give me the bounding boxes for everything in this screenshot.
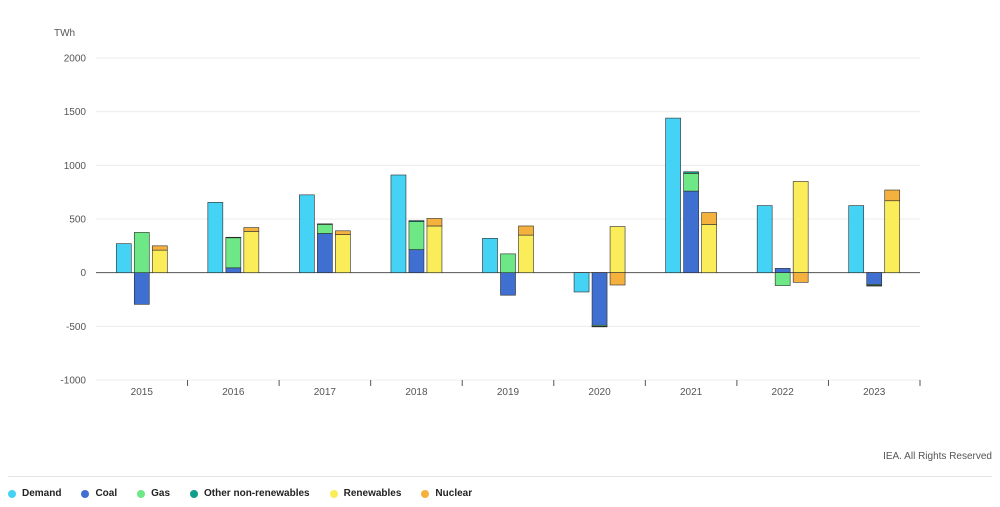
legend-swatch-other-non-renewables xyxy=(190,489,199,498)
y-tick-label: 500 xyxy=(69,215,86,226)
bar-demand-2016 xyxy=(207,202,224,273)
x-tick-label-2020: 2020 xyxy=(588,387,611,398)
bar-other-non-renewables-2018 xyxy=(408,220,425,222)
legend-swatch-nuclear xyxy=(421,489,430,498)
bar-nuclear-2016 xyxy=(243,227,260,232)
bar-nuclear-2018 xyxy=(426,218,443,227)
x-tick-label-2016: 2016 xyxy=(222,387,245,398)
y-tick-label: 0 xyxy=(80,268,86,279)
bar-nuclear-2021 xyxy=(701,212,717,225)
copyright-credit: IEA. All Rights Reserved xyxy=(883,451,992,462)
bar-nuclear-2022 xyxy=(792,272,809,283)
bar-other-non-renewables-2016 xyxy=(225,236,242,239)
bar-nuclear-2015 xyxy=(151,245,168,251)
legend-swatch-renewables xyxy=(329,489,338,498)
bar-other-non-renewables-2021 xyxy=(683,171,699,174)
bar-coal-2017 xyxy=(317,233,333,273)
bar-nuclear-2023 xyxy=(884,189,901,202)
legend-label-renewables: Renewables xyxy=(343,488,402,499)
legend-item-nuclear[interactable]: Nuclear xyxy=(421,488,472,499)
bar-nuclear-2019 xyxy=(518,225,534,236)
bar-renewables-2021 xyxy=(701,224,717,273)
bar-gas-2015 xyxy=(133,232,150,273)
chart: TWh 2000 1500 1000 500 0 -500 -1000 2015 2016 2017… xyxy=(54,28,921,398)
x-tick-label-2022: 2022 xyxy=(772,387,795,398)
legend-swatch-demand xyxy=(8,489,16,498)
x-tick-label-2023: 2023 xyxy=(863,387,886,398)
legend-item-other-non-renewables[interactable]: Other non-renewables xyxy=(190,488,310,499)
bar-coal-2019 xyxy=(500,272,516,296)
bar-coal-2015 xyxy=(133,272,150,305)
bar-demand-2023 xyxy=(848,205,865,273)
x-tick-label-2015: 2015 xyxy=(131,387,154,398)
bar-nuclear-2017 xyxy=(335,230,351,235)
bar-demand-2017 xyxy=(299,194,315,273)
legend-label-demand: Demand xyxy=(22,488,62,499)
bar-gas-2017 xyxy=(317,224,333,234)
bar-gas-2022 xyxy=(774,272,791,286)
legend-item-demand[interactable]: Demand xyxy=(8,488,61,499)
bar-other-non-renewables-2017 xyxy=(317,223,333,225)
bar-coal-2023 xyxy=(866,272,883,285)
legend-item-gas[interactable]: Gas xyxy=(137,488,170,499)
legend-label-coal: Coal xyxy=(95,488,118,499)
bar-renewables-2015 xyxy=(151,249,168,273)
legend-divider xyxy=(8,476,992,477)
y-tick-label: 1500 xyxy=(64,107,87,118)
legend-label-other-non-renewables: Other non-renewables xyxy=(204,488,310,499)
legend-swatch-gas xyxy=(137,489,146,498)
bar-renewables-2023 xyxy=(884,200,901,273)
legend-label-nuclear: Nuclear xyxy=(435,488,473,499)
bar-renewables-2019 xyxy=(518,234,534,273)
legend-label-gas: Gas xyxy=(151,488,171,499)
bar-demand-2021 xyxy=(665,117,681,273)
bar-gas-2016 xyxy=(225,237,242,269)
bar-renewables-2016 xyxy=(243,231,260,273)
legend-swatch-coal xyxy=(81,489,90,498)
x-tick-label-2021: 2021 xyxy=(680,387,703,398)
bar-demand-2015 xyxy=(115,243,132,273)
bar-coal-2016 xyxy=(225,267,242,273)
bar-other-non-renewables-2023 xyxy=(866,285,883,287)
bar-renewables-2022 xyxy=(792,181,809,273)
bar-coal-2021 xyxy=(683,190,699,273)
bar-demand-2018 xyxy=(390,174,407,273)
bar-gas-2021 xyxy=(683,173,699,192)
legend-item-renewables[interactable]: Renewables xyxy=(329,488,402,499)
y-tick-label: -500 xyxy=(66,322,86,333)
bar-demand-2022 xyxy=(756,205,773,273)
x-tick-label-2017: 2017 xyxy=(314,387,337,398)
x-tick-label-2019: 2019 xyxy=(497,387,520,398)
bar-renewables-2018 xyxy=(426,225,443,273)
bar-other-non-renewables-2020 xyxy=(591,326,608,328)
y-axis-label: TWh xyxy=(54,28,75,39)
legend: Demand Coal Gas Other non-renewables Ren… xyxy=(8,488,472,499)
bar-renewables-2020 xyxy=(609,226,626,273)
bar-demand-2019 xyxy=(482,238,498,273)
bar-coal-2022 xyxy=(774,268,791,273)
bar-demand-2020 xyxy=(573,272,590,293)
y-tick-label: 1000 xyxy=(64,161,87,172)
bar-coal-2018 xyxy=(408,249,425,273)
legend-item-coal[interactable]: Coal xyxy=(81,488,117,499)
x-tick-label-2018: 2018 xyxy=(405,387,428,398)
bar-nuclear-2020 xyxy=(609,272,626,286)
bar-gas-2019 xyxy=(500,253,516,273)
bar-coal-2020 xyxy=(591,272,608,326)
bar-gas-2018 xyxy=(408,221,425,250)
y-tick-label: 2000 xyxy=(64,54,87,65)
y-tick-label: -1000 xyxy=(60,376,86,387)
bar-renewables-2017 xyxy=(335,234,351,273)
